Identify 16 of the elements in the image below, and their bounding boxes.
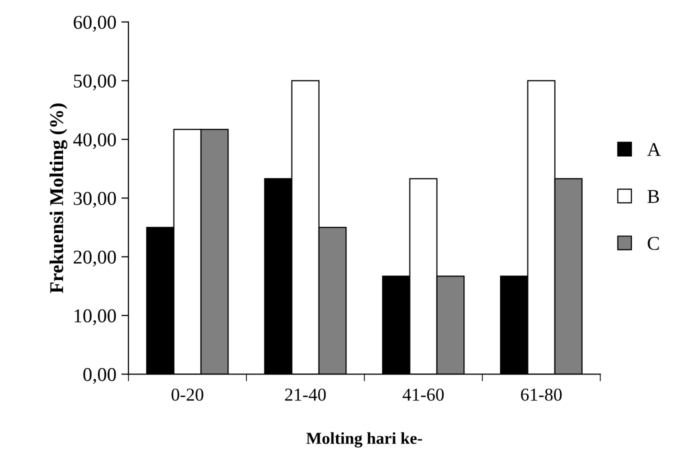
legend-label: C <box>648 236 659 250</box>
x-tick-label: 61-80 <box>521 388 562 401</box>
y-tick-label: 20,00 <box>74 250 116 267</box>
y-tick-label: 30,00 <box>74 192 116 208</box>
x-axis-title: Molting hari ke- <box>306 432 422 448</box>
y-tick-label: 60,00 <box>74 16 116 32</box>
x-tick-label: 41-60 <box>402 388 444 401</box>
legend-label: B <box>648 190 659 203</box>
y-tick-label: 10,00 <box>74 309 116 326</box>
x-tick-label: 21-40 <box>285 388 326 401</box>
y-axis-title: Frekuensi Molting (%) <box>50 104 68 294</box>
y-tick-label: 40,00 <box>73 133 116 150</box>
y-tick-label: 0,00 <box>83 368 116 384</box>
y-tick-label: 50,00 <box>74 74 116 90</box>
x-tick-label: 0-20 <box>172 388 204 401</box>
legend-label: A <box>647 143 661 156</box>
